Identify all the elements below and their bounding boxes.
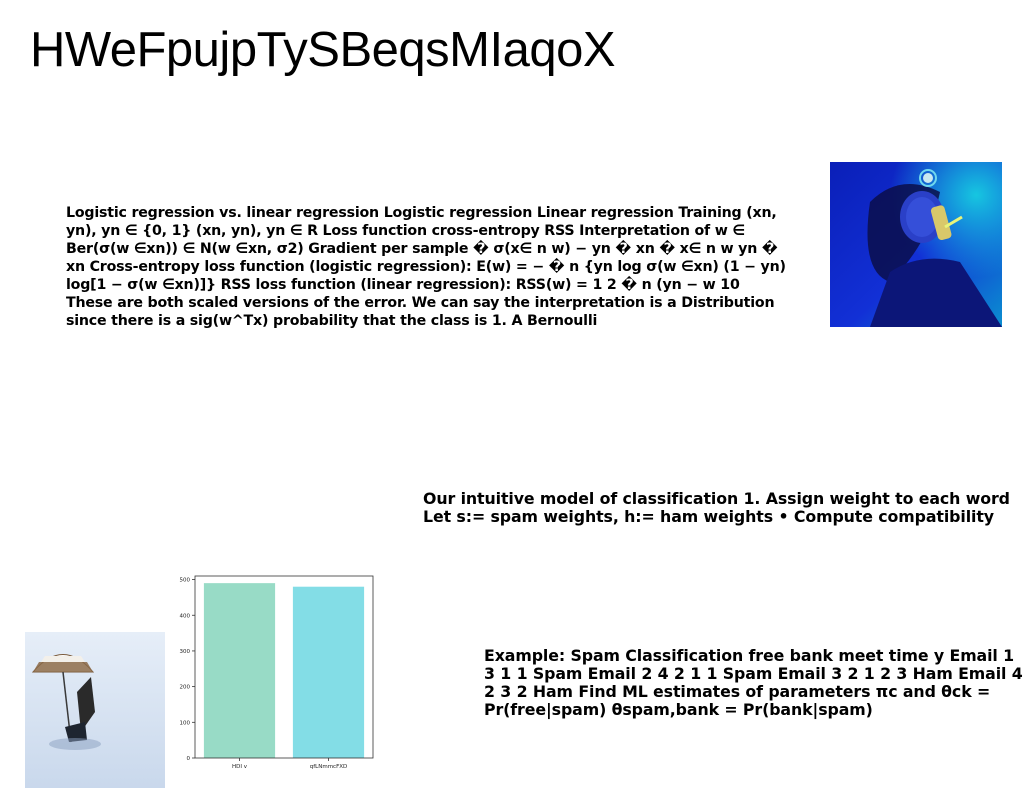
plot-frame	[194, 575, 374, 759]
bar-0	[203, 583, 276, 758]
page-title: HWeFpujpTySBeqsMIaqoX	[30, 23, 616, 77]
y-tick-label-3: 300	[180, 649, 191, 655]
photo-woman-smoking	[830, 162, 1002, 327]
x-tick-label-0: HDI v	[232, 764, 248, 770]
y-tick-label-1: 100	[180, 720, 191, 726]
x-tick-label-1: qfLNmmcFXD	[310, 764, 348, 770]
bar-chart: 0 100 200 300 400 500 HDI v qfLNmmcFXD	[170, 570, 380, 775]
y-tick-label-5: 500	[180, 578, 191, 584]
photo-beach-umbrella	[25, 632, 165, 788]
text-block-logistic-regression: Logistic regression vs. linear regressio…	[66, 205, 786, 329]
text-block-intuitive-model: Our intuitive model of classification 1.…	[423, 489, 1010, 526]
y-tick-label-2: 200	[180, 685, 191, 691]
text-block-spam-example: Example: Spam Classification free bank m…	[484, 646, 1023, 719]
y-tick-label-0: 0	[187, 756, 191, 762]
bar-1	[292, 586, 365, 758]
y-tick-label-4: 400	[180, 613, 191, 619]
